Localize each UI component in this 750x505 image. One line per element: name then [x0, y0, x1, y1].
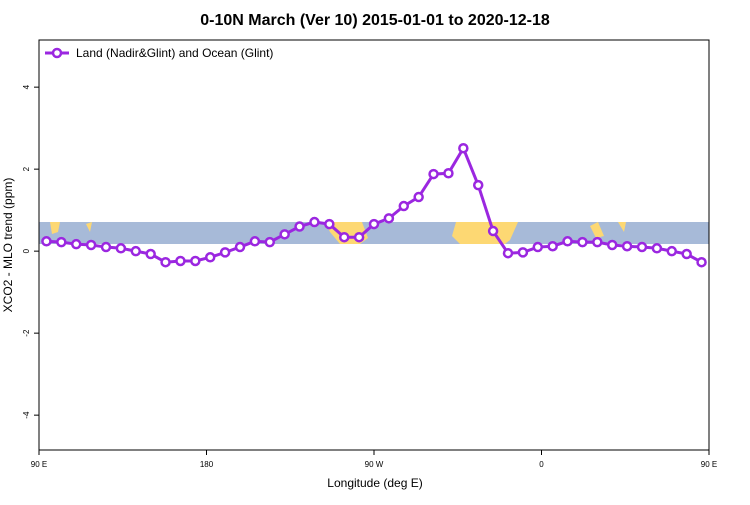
point [458, 142, 469, 154]
point [368, 218, 380, 230]
point [472, 179, 484, 191]
point [279, 229, 290, 240]
point [443, 168, 454, 179]
legend-marker [51, 47, 63, 59]
point [651, 243, 663, 254]
y-axis-label: XCO2 - MLO trend (ppm) [1, 178, 15, 313]
point [204, 252, 216, 263]
point [324, 218, 335, 230]
x-tick-label: 0 [539, 460, 544, 469]
legend-label: Land (Nadir&Glint) and Ocean (Glint) [76, 46, 273, 60]
y-tick-label: 4 [22, 84, 31, 89]
point [130, 245, 142, 257]
point [681, 248, 692, 260]
point [487, 225, 499, 237]
point [413, 191, 424, 203]
point [219, 247, 231, 258]
point [190, 255, 201, 267]
point [577, 236, 588, 248]
chart-title: 0-10N March (Ver 10) 2015-01-01 to 2020-… [200, 12, 550, 29]
point [264, 236, 276, 248]
point [562, 236, 573, 247]
point [338, 231, 350, 243]
y-tick-label: 0 [22, 248, 31, 253]
point [532, 241, 544, 253]
point [70, 238, 82, 250]
point [696, 256, 707, 268]
point [666, 245, 678, 257]
point [621, 240, 633, 252]
point [160, 256, 171, 268]
x-tick-label: 90 E [31, 460, 47, 469]
point [398, 200, 410, 212]
point [353, 231, 365, 243]
point [175, 255, 186, 267]
point [592, 236, 603, 248]
point [115, 243, 127, 254]
point [383, 213, 395, 224]
point [100, 241, 112, 253]
map-strip [39, 222, 709, 244]
point [85, 239, 97, 251]
point [547, 240, 558, 252]
x-tick-label: 90 E [701, 460, 717, 469]
point [606, 239, 618, 251]
point [294, 221, 305, 232]
y-tick-label: 2 [22, 166, 31, 171]
point [428, 168, 439, 180]
point [517, 247, 529, 258]
point [249, 236, 261, 247]
point [309, 216, 320, 228]
x-tick-label: 90 W [365, 460, 384, 469]
y-tick-label: -2 [22, 329, 31, 337]
point [234, 241, 246, 253]
point [56, 236, 67, 248]
y-tick-label: -4 [22, 411, 31, 419]
point [502, 247, 514, 259]
point [636, 241, 648, 253]
series-line [46, 144, 703, 264]
x-tick-label: 180 [200, 460, 214, 469]
point [145, 248, 156, 260]
point [41, 236, 52, 247]
x-axis-label: Longitude (deg E) [327, 476, 422, 490]
